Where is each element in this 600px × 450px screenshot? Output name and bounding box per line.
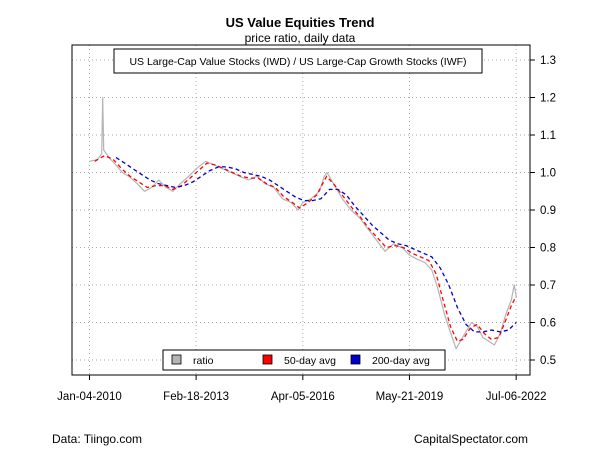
y-tick-label: 0.5 <box>540 355 556 367</box>
x-axis: Jan-04-2010 Feb-18-2013 Apr-05-2016 May-21-… <box>57 374 547 403</box>
x-tick-label: Jan-04-2010 <box>57 391 122 403</box>
y-tick-label: 0.9 <box>540 205 556 217</box>
grid <box>72 45 530 375</box>
x-tick-label: Jul-06-2022 <box>486 391 547 403</box>
y-tick-label: 1.2 <box>540 93 556 105</box>
footer-credit: CapitalSpectator.com <box>413 432 528 446</box>
y-tick-label: 0.7 <box>540 280 556 292</box>
x-tick-label: Apr-05-2016 <box>271 391 335 403</box>
chart-subtitle: price ratio, daily data <box>245 31 356 45</box>
annotation-box: US Large-Cap Value Stocks (IWD) / US Lar… <box>113 48 483 74</box>
annotation-text: US Large-Cap Value Stocks (IWD) / US Lar… <box>129 56 466 68</box>
series-line-200-day-avg <box>115 156 517 333</box>
legend: ratio 50-day avg 200-day avg <box>162 349 446 371</box>
series-line-ratio <box>89 96 517 350</box>
series-line-50-day-avg <box>94 154 517 342</box>
legend-label: 200-day avg <box>372 355 430 367</box>
y-tick-label: 1.1 <box>540 130 556 142</box>
footer-source: Data: Tiingo.com <box>52 432 143 446</box>
legend-swatch <box>350 354 361 365</box>
legend-label: ratio <box>193 355 214 367</box>
chart-title: US Value Equities Trend <box>226 15 375 30</box>
series-layer <box>89 96 517 350</box>
legend-label: 50-day avg <box>284 355 336 367</box>
y-tick-label: 1.0 <box>540 168 556 180</box>
legend-swatch <box>262 354 273 365</box>
y-tick-label: 0.6 <box>540 318 556 330</box>
y-axis: 0.5 0.6 0.7 0.8 0.9 1.0 1.1 1.2 1.3 <box>530 55 556 367</box>
y-tick-label: 1.3 <box>540 55 556 67</box>
legend-box <box>162 349 446 371</box>
legend-swatch <box>171 354 182 365</box>
x-tick-label: May-21-2019 <box>376 391 444 403</box>
y-tick-label: 0.8 <box>540 243 556 255</box>
x-tick-label: Feb-18-2013 <box>163 391 229 403</box>
